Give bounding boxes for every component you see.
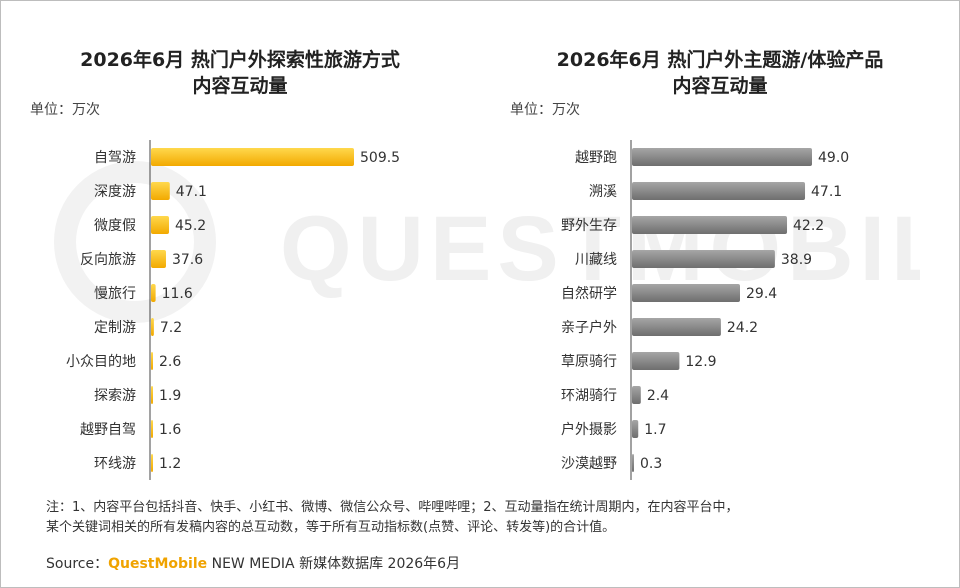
- left-category-label: 探索游: [94, 387, 136, 404]
- left-value-label: 1.6: [159, 422, 181, 438]
- right-value-label: 29.4: [746, 286, 777, 302]
- left-value-label: 1.2: [159, 456, 181, 472]
- right-category-label: 亲子户外: [561, 319, 617, 336]
- left-value-label: 37.6: [172, 252, 203, 268]
- right-unit-label: 单位：万次: [510, 102, 580, 118]
- right-bar: [632, 420, 639, 438]
- source-brand: QuestMobile: [108, 556, 208, 572]
- left-category-label: 越野自驾: [80, 422, 136, 438]
- right-category-label: 川藏线: [575, 252, 617, 268]
- footnote-line1: 注：1、内容平台包括抖音、快手、小红书、微博、微信公众号、哔哩哔哩；2、互动量指…: [46, 500, 739, 515]
- right-category-label: 越野跑: [575, 150, 617, 166]
- right-bar: [632, 182, 806, 200]
- right-bar: [632, 318, 721, 336]
- left-category-label: 慢旅行: [94, 285, 136, 302]
- left-category-label: 微度假: [94, 218, 136, 234]
- right-bar: [632, 386, 641, 404]
- left-value-label: 11.6: [162, 286, 193, 302]
- left-bar: [151, 182, 170, 200]
- left-chart-title: 2026年6月 热门户外探索性旅游方式: [80, 49, 400, 71]
- footnote-line2: 某个关键词相关的所有发稿内容的总互动数，等于所有互动指标数(点赞、评论、转发等)…: [46, 520, 616, 535]
- right-category-label: 自然研学: [561, 285, 617, 302]
- right-category-label: 环湖骑行: [561, 388, 617, 404]
- left-category-label: 自驾游: [94, 150, 136, 166]
- right-value-label: 0.3: [640, 456, 662, 472]
- right-value-label: 2.4: [647, 388, 669, 404]
- right-value-label: 24.2: [727, 320, 758, 336]
- right-value-label: 49.0: [818, 150, 849, 166]
- left-unit-label: 单位：万次: [30, 102, 100, 118]
- right-bar: [632, 284, 740, 302]
- left-bar: [151, 284, 156, 302]
- right-panel: 2026年6月 热门户外主题游/体验产品 内容互动量 单位：万次 越野跑 49.0…: [480, 0, 960, 490]
- left-value-label: 7.2: [160, 320, 182, 336]
- right-value-label: 1.7: [644, 422, 666, 438]
- left-bar: [151, 318, 154, 336]
- right-category-label: 草原骑行: [561, 354, 617, 370]
- left-value-label: 2.6: [159, 354, 181, 370]
- left-panel: 2026年6月 热门户外探索性旅游方式 内容互动量 单位：万次 自驾游 509.5…: [0, 0, 480, 490]
- right-bar-chart: 越野跑 49.0 溯溪 47.1 野外生存 42.2 川藏线 38.9 自然研学 29.4 亲子户外…: [561, 140, 849, 480]
- right-value-label: 38.9: [781, 252, 812, 268]
- right-bar: [632, 250, 775, 268]
- left-value-label: 45.2: [175, 218, 206, 234]
- left-category-label: 深度游: [94, 184, 136, 200]
- left-bar: [151, 386, 153, 404]
- right-value-label: 47.1: [811, 184, 842, 200]
- left-category-label: 定制游: [94, 320, 136, 336]
- source-line: Source：QuestMobile NEW MEDIA 新媒体数据库 2026…: [46, 553, 460, 573]
- footnote: 注：1、内容平台包括抖音、快手、小红书、微博、微信公众号、哔哩哔哩；2、互动量指…: [46, 498, 916, 538]
- right-value-label: 42.2: [793, 218, 824, 234]
- right-chart-title: 2026年6月 热门户外主题游/体验产品: [556, 49, 884, 71]
- right-category-label: 野外生存: [561, 218, 617, 234]
- left-category-label: 反向旅游: [80, 252, 136, 268]
- left-bar: [151, 148, 354, 166]
- left-chart-title-line2: 内容互动量: [192, 75, 288, 97]
- right-category-label: 溯溪: [589, 184, 617, 200]
- left-value-label: 509.5: [360, 150, 400, 166]
- right-category-label: 沙漠越野: [561, 456, 617, 472]
- right-value-label: 12.9: [685, 354, 716, 370]
- left-category-label: 小众目的地: [66, 354, 136, 370]
- left-category-label: 环线游: [94, 456, 136, 472]
- left-value-label: 1.9: [159, 388, 181, 404]
- right-bar: [632, 454, 634, 472]
- left-value-label: 47.1: [176, 184, 207, 200]
- left-bar: [151, 352, 153, 370]
- left-bar: [151, 420, 153, 438]
- source-rest: NEW MEDIA 新媒体数据库 2026年6月: [211, 556, 461, 572]
- left-bar: [151, 250, 166, 268]
- right-bar: [632, 216, 788, 234]
- right-bar: [632, 352, 680, 370]
- source-label: Source：: [46, 556, 109, 572]
- right-category-label: 户外摄影: [561, 421, 617, 438]
- left-bar: [151, 454, 153, 472]
- right-chart-title-line2: 内容互动量: [672, 75, 768, 97]
- right-bar: [632, 148, 812, 166]
- left-bar: [151, 216, 170, 234]
- left-bar-chart: 自驾游 509.5 深度游 47.1 微度假 45.2 反向旅游 37.6 慢旅行 11.6 定制游…: [66, 140, 400, 480]
